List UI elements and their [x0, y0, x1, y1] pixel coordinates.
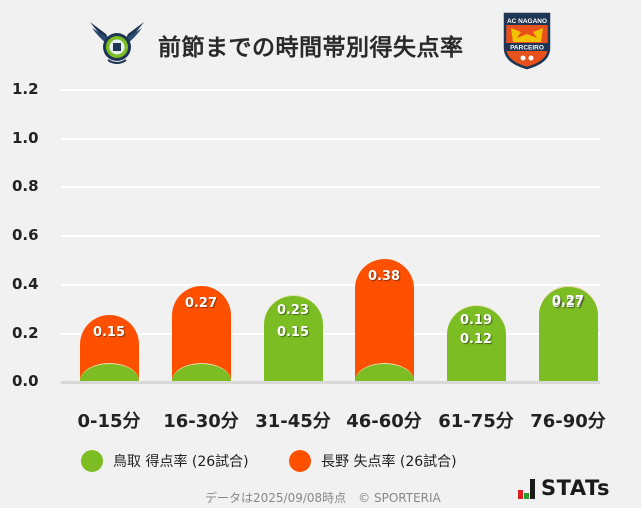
bar-away[interactable]	[354, 258, 414, 381]
legend-label-home: 鳥取 得点率 (26試合)	[113, 454, 249, 470]
value-label-away: 0.15	[92, 324, 126, 340]
legend-dot-icon-green	[81, 450, 103, 472]
x-tick-label: 61-75分	[438, 411, 514, 432]
value-label-home: 0.23	[276, 303, 310, 319]
gridline	[61, 89, 600, 91]
value-label-home: 0.27	[551, 293, 585, 309]
gridline	[61, 333, 600, 335]
gridline	[61, 235, 600, 237]
gridline	[61, 186, 600, 188]
bar-home[interactable]	[538, 285, 598, 381]
y-tick-label: 1.2	[12, 80, 39, 98]
value-label-away: 0.27	[551, 295, 585, 311]
chart-header: 前節までの時間帯別得失点率 AC NAGANO PARCEIRO	[0, 12, 641, 74]
chart-title: 前節までの時間帯別得失点率	[158, 35, 464, 61]
y-tick-label: 0.6	[12, 226, 39, 244]
bar-home[interactable]	[171, 363, 231, 381]
x-tick-label: 76-90分	[530, 411, 606, 432]
x-tick-label: 31-45分	[255, 411, 331, 432]
chart-legend: 鳥取 得点率 (26試合) 長野 失点率 (26試合)	[0, 450, 641, 474]
away-team-logo: AC NAGANO PARCEIRO	[503, 12, 551, 70]
home-team-logo	[88, 20, 146, 66]
stats-bars-icon	[518, 479, 535, 499]
legend-item-home[interactable]: 鳥取 得点率 (26試合)	[81, 450, 249, 472]
x-tick-label: 16-30分	[163, 411, 239, 432]
y-tick-label: 0.4	[12, 275, 39, 293]
value-label-home: 0.19	[459, 313, 493, 329]
bar-home[interactable]	[79, 363, 139, 381]
y-tick-label: 0.8	[12, 177, 39, 195]
x-tick-label: 0-15分	[77, 411, 141, 432]
gridline	[61, 284, 600, 286]
bar-home[interactable]	[354, 363, 414, 381]
x-axis-baseline	[61, 381, 600, 384]
chart-plot-area: 1.2 1.0 0.8 0.6 0.4 0.2 0.0 0.15 0.27 0.15…	[12, 80, 600, 390]
svg-text:AC NAGANO: AC NAGANO	[507, 18, 547, 25]
y-tick-label: 0.2	[12, 324, 39, 342]
stats-brand-text: STATs	[541, 476, 610, 500]
data-date-note: データは2025/09/08時点 © SPORTERIA	[205, 491, 441, 505]
x-tick-label: 46-60分	[346, 411, 422, 432]
svg-text:PARCEIRO: PARCEIRO	[510, 45, 544, 52]
bar-home[interactable]	[446, 305, 506, 381]
value-label-away: 0.27	[184, 295, 218, 311]
y-tick-label: 1.0	[12, 129, 39, 147]
value-label-away: 0.12	[459, 332, 493, 348]
value-label-away: 0.38	[367, 268, 401, 284]
stats-brand-logo: STATs	[518, 477, 610, 499]
legend-dot-icon-orange	[289, 450, 311, 472]
gridline	[61, 138, 600, 140]
legend-label-away: 長野 失点率 (26試合)	[321, 454, 457, 470]
value-label-away: 0.15	[276, 324, 310, 340]
y-tick-label: 0.0	[12, 372, 39, 390]
legend-item-away[interactable]: 長野 失点率 (26試合)	[289, 450, 457, 472]
bar-home[interactable]	[263, 295, 323, 381]
